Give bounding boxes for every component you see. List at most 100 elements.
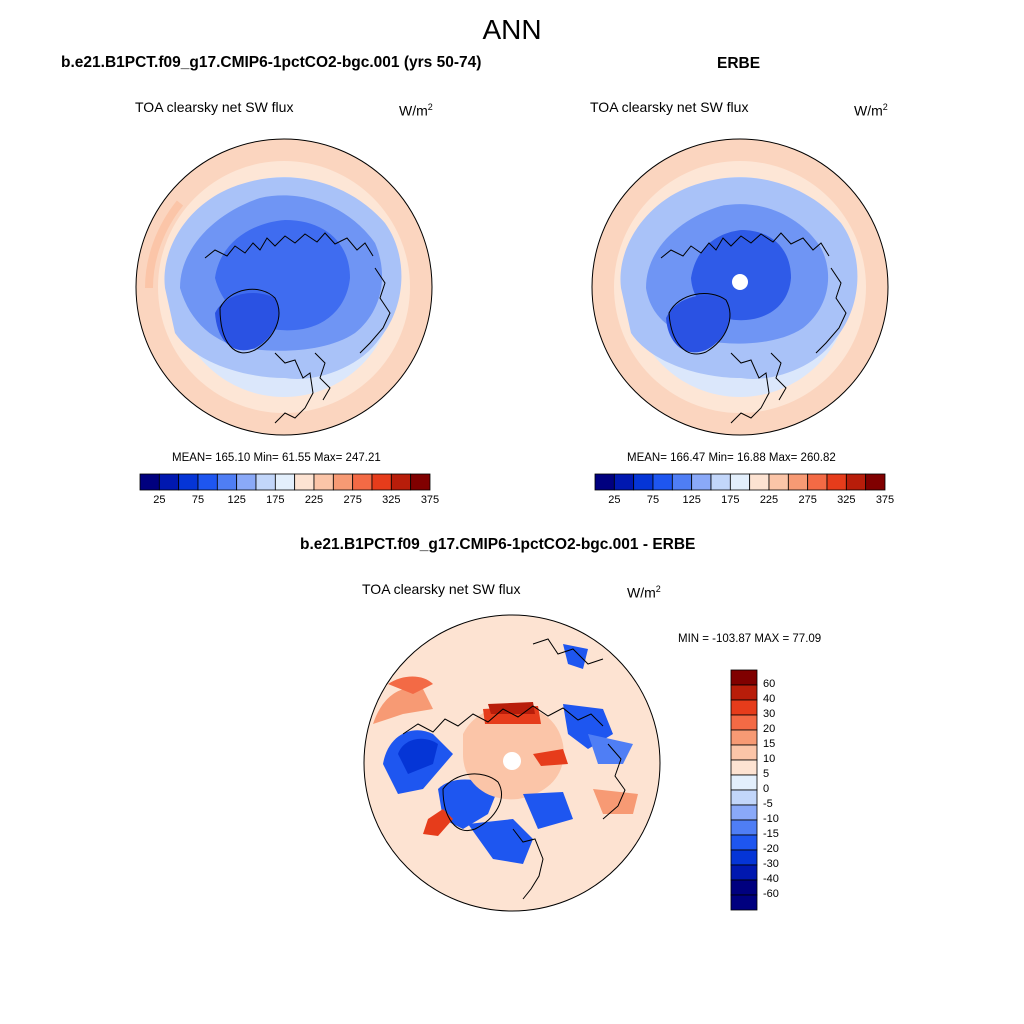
diff-field-positive-west [373,687,433,724]
diff-colorbar-tick-label: -10 [763,813,779,825]
diff-colorbar-box [730,699,758,716]
diff-field-positive-east [533,749,568,766]
model-colorbar-box [236,473,257,491]
diff-colorbar-tick-label: -5 [763,798,773,810]
diff-colorbar-box [730,714,758,731]
diff-colorbar-box [730,759,758,776]
diff-field-polar-hole [503,752,521,770]
model-colorbar-box [158,473,180,491]
diff-coastlines [402,638,626,900]
obs-colorbar-box [768,473,789,491]
diff-field-positive-southeast [593,789,638,814]
obs-colorbar-box [594,473,615,491]
model-colorbar-tick-label: 175 [266,494,285,506]
diff-colorbar-box [730,729,758,746]
figure-title: ANN [482,14,542,45]
obs-colorbar-box [613,473,635,491]
obs-colorbar-box [749,473,770,491]
obs-colorbar-tick-label: 375 [875,494,895,506]
obs-polar-map [591,138,889,436]
model-field-label: TOA clearsky net SW flux [135,99,294,115]
diff-colorbar-tick-label: 30 [763,708,776,720]
model-colorbar-tick-label: 25 [153,494,166,506]
model-colorbar-tick-label: 375 [420,494,440,506]
diff-map-border [363,614,661,912]
diff-field-negative-pacific [588,734,633,764]
model-units-label: W/m2 [399,102,433,119]
model-colorbar-box [390,473,412,491]
obs-colorbar-tick-label: 75 [646,494,660,506]
obs-colorbar [594,473,886,491]
model-panel-title: b.e21.B1PCT.f09_g17.CMIP6-1pctCO2-bgc.00… [61,54,482,71]
diff-colorbar-box [730,834,758,851]
diff-colorbar-box [730,744,758,761]
diff-panel-title: b.e21.B1PCT.f09_g17.CMIP6-1pctCO2-bgc.00… [300,536,696,553]
diff-colorbar-box [730,879,758,896]
model-stats: MEAN= 165.10 Min= 61.55 Max= 247.21 [172,452,381,464]
diff-colorbar-tick-label: 40 [763,693,776,705]
model-colorbar [139,473,431,491]
diff-colorbar-box [730,849,758,866]
diff-colorbar-tick-label: -40 [763,873,779,885]
model-field-greenland [215,293,279,351]
diff-colorbar-tick-label: 15 [763,738,776,750]
diff-colorbar-box [730,804,758,821]
diff-colorbar-tick-label: 10 [763,753,776,765]
obs-colorbar-box [787,473,809,491]
diff-field-negative-core [398,738,438,774]
obs-colorbar-box [826,473,847,491]
model-map-border [135,138,433,436]
diff-colorbar-tick-label: 60 [763,678,776,690]
obs-colorbar-box [807,473,828,491]
diff-colorbar-tick-label: -60 [763,888,779,900]
model-colorbar-box [139,473,160,491]
model-colorbar-box [197,473,218,491]
diff-field-negative-greenland [438,779,498,829]
model-colorbar-box [216,473,238,491]
obs-colorbar-tick-label: 225 [759,494,779,506]
model-colorbar-tick-label: 275 [343,494,362,506]
model-colorbar-tick-label: 325 [382,494,401,506]
diff-colorbar-box [730,774,758,791]
obs-colorbar-tick-label: 275 [798,494,817,506]
model-colorbar-box [313,473,334,491]
diff-field-positive-labrador [423,809,453,836]
diff-units-label: W/m2 [627,584,661,601]
diff-colorbar-tick-label: 5 [763,768,770,780]
obs-colorbar-box [710,473,731,491]
obs-colorbar-box [729,473,751,491]
model-polar-map [135,138,433,436]
obs-field-greenland [666,295,730,353]
model-colorbar-box [178,473,199,491]
obs-colorbar-box [652,473,673,491]
obs-colorbar-box [671,473,693,491]
obs-field-label: TOA clearsky net SW flux [590,99,749,115]
diff-colorbar-box [730,819,758,836]
diff-colorbar-box [730,789,758,806]
model-coastlines [204,232,391,424]
model-colorbar-tick-label: 125 [227,494,246,506]
obs-colorbar-tick-label: 325 [837,494,856,506]
diff-colorbar-box [730,894,758,911]
diff-colorbar-tick-label: -15 [763,828,779,840]
obs-coastlines [660,232,847,424]
obs-panel-title: ERBE [717,55,761,72]
obs-colorbar-box [691,473,712,491]
diff-colorbar-tick-label: 20 [763,723,776,735]
obs-colorbar-box [633,473,654,491]
model-colorbar-box [255,473,276,491]
diff-field-label: TOA clearsky net SW flux [362,581,521,597]
model-colorbar-box [332,473,354,491]
obs-colorbar-tick-label: 25 [608,494,621,506]
diff-field-positive-northwest [388,676,433,694]
obs-stats: MEAN= 166.47 Min= 16.88 Max= 260.82 [627,452,836,464]
model-colorbar-box [371,473,392,491]
obs-units-label: W/m2 [854,102,888,119]
model-colorbar-box [410,473,431,491]
diff-colorbar [730,669,758,911]
diff-colorbar-tick-label: 0 [763,783,770,795]
diff-polar-map [363,614,661,912]
diff-field-positive-north-core [488,702,535,714]
obs-colorbar-box [845,473,867,491]
diff-colorbar-tick-label: -30 [763,858,779,870]
